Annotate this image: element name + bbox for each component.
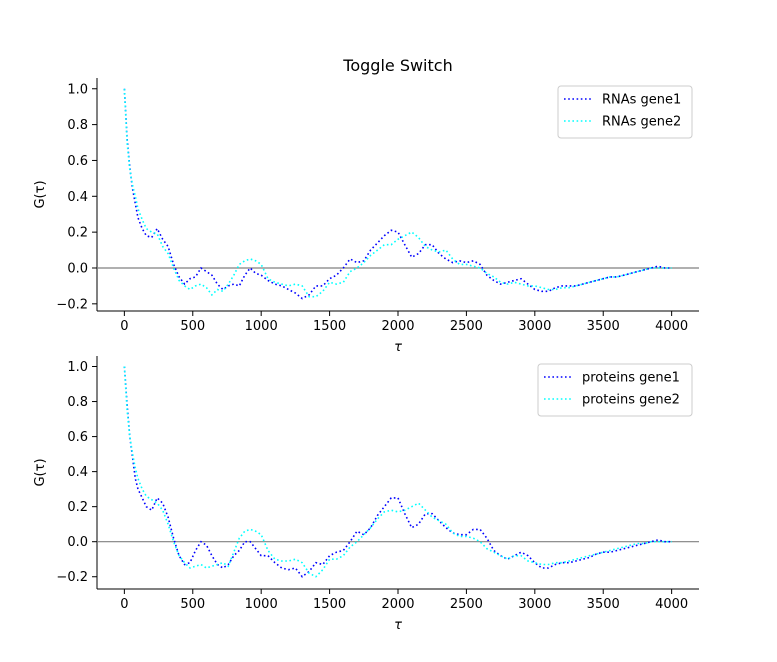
y-axis-label: G(τ) — [33, 458, 48, 486]
x-axis-label: τ — [394, 618, 402, 633]
x-tick-label: 3500 — [587, 597, 620, 612]
legend-label: RNAs gene1 — [602, 93, 681, 108]
series-line-rnas-gene2 — [123, 88, 672, 298]
y-tick-label: 0.4 — [67, 190, 88, 205]
y-tick-label: −0.2 — [56, 297, 88, 312]
y-tick-label: 0.2 — [67, 226, 88, 241]
x-tick-label: 2500 — [450, 319, 483, 334]
x-tick-label: 3500 — [587, 319, 620, 334]
x-tick-label: 500 — [180, 597, 205, 612]
rnas-plot-panel: 0 500 1000 1500 2000 2500 3000 3500 4000 −0.2 0.0 0… — [33, 78, 699, 355]
y-tick-label: 0.0 — [67, 261, 88, 276]
y-tick-label: 0.4 — [67, 465, 88, 480]
x-tick-label: 0 — [120, 597, 128, 612]
legend-frame — [557, 85, 693, 139]
y-tick-label: 0.0 — [67, 535, 88, 550]
x-tick-label: 2500 — [450, 597, 483, 612]
y-tick-label: 0.8 — [67, 395, 88, 410]
x-tick-label: 1500 — [313, 319, 346, 334]
x-tick-label: 3000 — [518, 319, 551, 334]
x-tick-label: 1000 — [245, 319, 278, 334]
y-tick-label: 0.6 — [67, 430, 88, 445]
legend-frame — [537, 363, 693, 417]
legend-label: RNAs gene2 — [602, 115, 681, 130]
y-tick-label: 0.8 — [67, 118, 88, 133]
x-tick-label: 2000 — [381, 319, 414, 334]
legend: RNAs gene1 RNAs gene2 — [557, 85, 693, 139]
series-line-proteins-gene2 — [123, 366, 672, 578]
proteins-plot-panel: 0 500 1000 1500 2000 2500 3000 3500 4000 −0.2 0.0 0… — [33, 356, 699, 633]
legend-label: proteins gene1 — [582, 371, 680, 386]
x-tick-label: 1000 — [245, 597, 278, 612]
x-tick-label: 4000 — [655, 597, 688, 612]
legend-label: proteins gene2 — [582, 393, 680, 408]
x-axis-label: τ — [394, 340, 402, 355]
x-tick-label: 2000 — [381, 597, 414, 612]
x-tick-label: 3000 — [518, 597, 551, 612]
x-tick-label: 0 — [120, 319, 128, 334]
x-tick-label: 500 — [180, 319, 205, 334]
series-line-rnas-gene1 — [123, 88, 672, 300]
y-tick-label: 1.0 — [67, 360, 88, 375]
x-tick-label: 4000 — [655, 319, 688, 334]
chart-title: Toggle Switch — [342, 56, 452, 75]
series-line-proteins-gene1 — [123, 366, 672, 578]
x-tick-label: 1500 — [313, 597, 346, 612]
y-axis-label: G(τ) — [33, 180, 48, 208]
y-tick-label: 1.0 — [67, 82, 88, 97]
y-tick-label: −0.2 — [56, 570, 88, 585]
legend: proteins gene1 proteins gene2 — [537, 363, 693, 417]
y-tick-label: 0.2 — [67, 500, 88, 515]
y-tick-label: 0.6 — [67, 154, 88, 169]
